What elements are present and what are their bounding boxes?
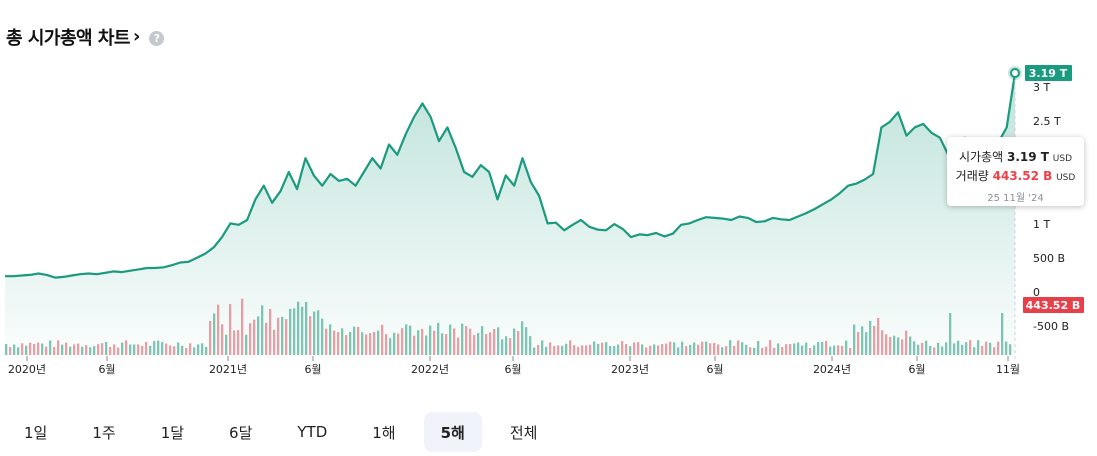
y-tick-label: 2.5 T bbox=[1033, 115, 1061, 128]
x-tick-label: 6월 bbox=[98, 363, 115, 376]
last-value-label: 3.19 T bbox=[1029, 67, 1068, 80]
range-tab[interactable]: 1해 bbox=[372, 423, 396, 442]
chevron-right-icon[interactable]: › bbox=[132, 25, 141, 47]
range-tab[interactable]: 1일 bbox=[24, 423, 48, 442]
tooltip-volume-row: 거래량 443.52 B USD bbox=[947, 167, 1084, 184]
chart-header: 총 시가총액 차트 › ? bbox=[6, 22, 165, 52]
y-tick-label: 500 B bbox=[1033, 252, 1065, 265]
range-tab[interactable]: 1주 bbox=[92, 423, 116, 442]
tooltip-mcap-unit: USD bbox=[1052, 154, 1073, 164]
y-tick-label: 1 T bbox=[1033, 218, 1050, 231]
chart-title: 총 시가총액 차트 bbox=[6, 28, 130, 49]
chart-tooltip: 시가총액 3.19 T USD 거래량 443.52 B USD 25 11월 … bbox=[947, 137, 1084, 206]
range-tab[interactable]: 전체 bbox=[509, 423, 538, 442]
range-tab[interactable]: 6달 bbox=[229, 423, 253, 442]
x-tick-label: 2022년 bbox=[411, 363, 449, 376]
range-tab[interactable]: 1달 bbox=[160, 423, 185, 442]
tooltip-mcap-label: 시가총액 bbox=[958, 150, 1004, 164]
x-tick-label: 2021년 bbox=[209, 363, 247, 376]
x-tick-label: 6월 bbox=[304, 363, 321, 376]
x-tick-label: 6월 bbox=[706, 363, 723, 376]
range-tab[interactable]: YTD bbox=[297, 423, 328, 441]
y-tick-label: -500 B bbox=[1033, 320, 1069, 333]
x-tick-label: 2023년 bbox=[611, 363, 649, 376]
market-cap-line bbox=[5, 73, 1017, 279]
tooltip-volume-label: 거래량 bbox=[955, 169, 989, 183]
range-tab[interactable]: 5해 bbox=[423, 412, 482, 452]
market-cap-area bbox=[5, 73, 1015, 355]
x-tick-label: 2024년 bbox=[813, 363, 851, 376]
help-icon[interactable]: ? bbox=[149, 31, 165, 46]
x-tick-label: 6월 bbox=[504, 363, 521, 376]
y-tick-label: 3 T bbox=[1033, 81, 1050, 94]
x-tick-label: 6월 bbox=[908, 363, 925, 376]
x-tick-label: 2020년 bbox=[8, 363, 46, 376]
range-tabs: 1일 1주 1달 6달 YTD 1해 5해 전체 bbox=[7, 412, 565, 452]
tooltip-mcap-value: 3.19 T bbox=[1006, 150, 1049, 164]
tooltip-date: 25 11월 '24 bbox=[987, 193, 1044, 204]
last-point-marker bbox=[1010, 68, 1020, 78]
last-volume-label: 443.52 B bbox=[1026, 299, 1081, 312]
last-volume-badge: 443.52 B bbox=[1023, 297, 1084, 313]
last-value-badge: 3.19 T bbox=[1025, 65, 1072, 81]
x-tick-label: 11월 bbox=[996, 363, 1020, 376]
y-tick-label: 0 bbox=[1033, 286, 1040, 299]
tooltip-volume-value: 443.52 B bbox=[992, 169, 1053, 183]
tooltip-volume-unit: USD bbox=[1056, 173, 1076, 183]
tooltip-mcap-row: 시가총액 3.19 T USD bbox=[947, 148, 1084, 165]
x-axis-ticks: 2020년 6월 2021년 6월 2022년 6월 2023년 6월 2024년 6월 11월 bbox=[8, 356, 1020, 376]
y-axis-ticks: 3 T 2.5 T 1 T 500 B 0 -500 B bbox=[1033, 81, 1069, 333]
